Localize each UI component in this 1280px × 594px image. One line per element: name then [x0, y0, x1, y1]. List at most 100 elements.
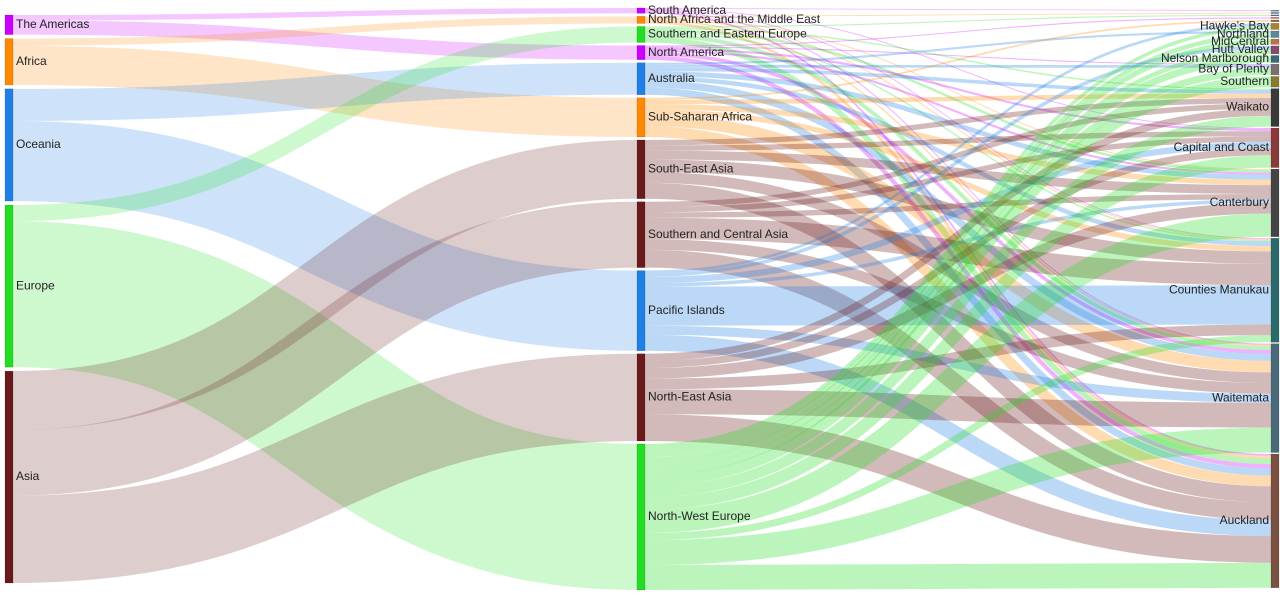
link-asia-nea [12, 353, 638, 583]
link-nwe-midcentral [644, 39, 1272, 458]
link-nwe-auckland [644, 562, 1272, 590]
node-r3[interactable] [1270, 14, 1280, 17]
node-sea[interactable] [636, 139, 646, 199]
node-southern[interactable] [1270, 76, 1280, 88]
link-sca-waitemata [644, 239, 1272, 394]
node-australia[interactable] [636, 62, 646, 96]
node-r1[interactable] [1270, 10, 1280, 12]
link-sca-waikato [644, 103, 1272, 208]
node-midcentral[interactable] [1270, 38, 1280, 45]
node-nelson[interactable] [1270, 55, 1280, 63]
link-nwe-capital [644, 155, 1272, 510]
link-sca-counties [644, 217, 1272, 286]
link-nwe-bop [644, 67, 1272, 477]
link-ssa-counties [644, 109, 1272, 252]
node-asia[interactable] [4, 370, 14, 584]
link-south_america-r1 [644, 8, 1272, 11]
node-canterbury[interactable] [1270, 168, 1280, 237]
node-counties[interactable] [1270, 237, 1280, 343]
node-europe[interactable] [4, 204, 14, 368]
node-north_america[interactable] [636, 45, 646, 60]
node-oceania[interactable] [4, 88, 14, 202]
link-north_america-canterbury [644, 49, 1272, 175]
link-se_europe-canterbury [644, 28, 1272, 173]
link-nwe-waitemata [644, 427, 1272, 566]
link-australia-canterbury [644, 71, 1272, 180]
link-oceania-pacific [12, 120, 638, 351]
node-south_america[interactable] [636, 7, 646, 14]
link-nea-waitemata [644, 389, 1272, 428]
link-nafme-waitemata [644, 19, 1272, 347]
node-hawkes[interactable] [1270, 23, 1280, 30]
node-label-auckland: Auckland [1220, 513, 1269, 527]
node-waitemata[interactable] [1270, 343, 1280, 453]
link-australia-northland [644, 31, 1272, 65]
node-label-nwe: North-West Europe [648, 509, 751, 523]
node-label-asia: Asia [16, 469, 40, 483]
link-ssa-waikato [644, 93, 1272, 105]
node-r5[interactable] [1270, 19, 1280, 23]
link-americas-north_america [12, 20, 638, 60]
node-se_europe[interactable] [636, 26, 646, 43]
link-asia-sea [12, 139, 638, 430]
node-label-sca: Southern and Central Asia [648, 227, 788, 241]
link-ssa-waitemata [644, 114, 1272, 373]
link-pacific-hutt [644, 45, 1272, 277]
node-r2[interactable] [1270, 12, 1280, 14]
link-nafme-canterbury [644, 17, 1272, 171]
link-sea-canterbury [644, 150, 1272, 195]
link-sea-waitemata [644, 172, 1272, 384]
node-americas[interactable] [4, 14, 14, 35]
node-africa[interactable] [4, 38, 14, 86]
node-auckland[interactable] [1270, 453, 1280, 589]
link-se_europe-auckland [644, 36, 1272, 465]
node-label-oceania: Oceania [16, 137, 61, 151]
node-label-midcentral: MidCentral [1211, 34, 1269, 48]
link-se_europe-r3 [644, 14, 1272, 28]
link-pacific-canterbury [644, 199, 1272, 287]
node-sca[interactable] [636, 201, 646, 268]
link-nwe-counties [644, 335, 1272, 541]
node-northland[interactable] [1270, 30, 1280, 38]
link-pacific-capital [644, 141, 1272, 284]
link-se_europe-counties [644, 31, 1272, 242]
node-r4[interactable] [1270, 17, 1280, 19]
link-pacific-counties [644, 285, 1272, 326]
link-ssa-canterbury [644, 104, 1272, 186]
node-nwe[interactable] [636, 443, 646, 591]
link-sca-auckland [644, 249, 1272, 521]
link-nwe-southern [644, 76, 1272, 487]
link-europe-nwe [12, 221, 638, 591]
link-north_america-capital [644, 47, 1272, 132]
link-pacific-hawkes [644, 23, 1272, 274]
link-americas-south_america [12, 8, 638, 21]
node-label-nafme: North Africa and the Middle East [648, 12, 821, 26]
labels-layer: The Americas Africa Oceania Europe Asia South… [16, 3, 1270, 527]
link-sca-canterbury [644, 194, 1272, 218]
link-south_america-auckland [644, 11, 1272, 456]
link-ssa-r5 [644, 19, 1272, 100]
node-label-se_europe: Southern and Eastern Europe [648, 27, 807, 41]
link-north_america-r4 [644, 17, 1272, 47]
node-label-pacific: Pacific Islands [648, 303, 725, 317]
node-hutt[interactable] [1270, 45, 1280, 55]
node-waikato[interactable] [1270, 88, 1280, 127]
node-label-europe: Europe [16, 278, 55, 292]
node-bop[interactable] [1270, 63, 1280, 76]
node-label-canterbury: Canterbury [1210, 195, 1269, 209]
node-nafme[interactable] [636, 16, 646, 24]
link-nea-canterbury [644, 202, 1272, 379]
link-nwe-waikato [644, 115, 1272, 498]
node-label-australia: Australia [648, 71, 695, 85]
link-pacific-auckland [644, 334, 1272, 537]
nodes-layer [4, 7, 1280, 591]
link-sea-waikato [644, 98, 1272, 146]
node-capital[interactable] [1270, 127, 1280, 168]
node-ssa[interactable] [636, 97, 646, 138]
link-sea-auckland [644, 182, 1272, 503]
node-label-africa: Africa [16, 54, 47, 68]
link-north_america-waitemata [644, 51, 1272, 354]
node-nea[interactable] [636, 353, 646, 442]
node-pacific[interactable] [636, 270, 646, 351]
